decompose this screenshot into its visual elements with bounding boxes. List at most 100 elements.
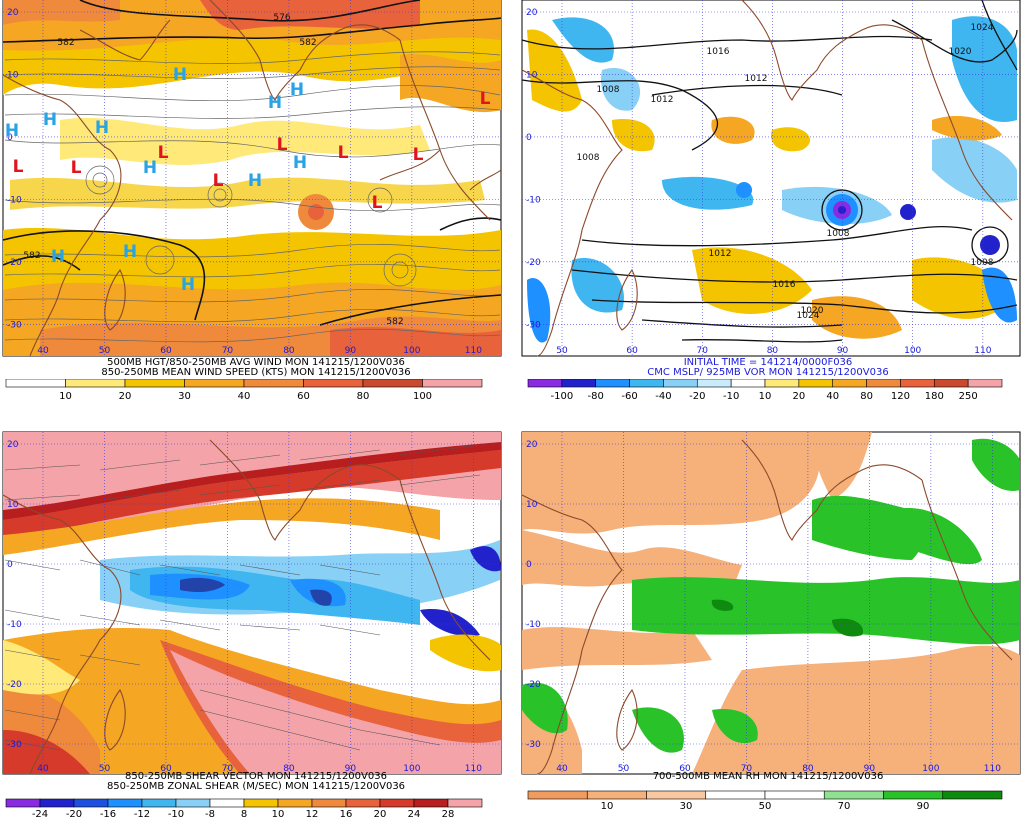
- longitude-label: 90: [345, 346, 357, 356]
- colorbar-label: -12: [134, 809, 150, 819]
- vorticity-colorbar: -100 -80 -60 -40 -20 -10 10 20 40 80 120 180 250: [527, 379, 1003, 402]
- colorbar-swatch: [447, 798, 483, 808]
- latitude-label: -30: [7, 320, 22, 330]
- colorbar-swatch: [124, 379, 185, 388]
- longitude-label: 40: [37, 764, 49, 774]
- colorbar-swatch: [422, 379, 483, 388]
- longitude-label: 90: [345, 764, 357, 774]
- longitude-label: 40: [556, 764, 568, 774]
- wind-panel-caption-2: 850-250MB MEAN WIND SPEED (KTS) MON 1412…: [101, 367, 411, 378]
- latitude-label: 0: [526, 560, 532, 570]
- isobar-label: 1024: [797, 311, 820, 321]
- rh-panel-caption-1: 700-500MB MEAN RH MON 141215/1200V036: [652, 771, 884, 782]
- colorbar-label: 12: [306, 809, 319, 819]
- latitude-label: 10: [7, 500, 19, 510]
- isobar-label: 1012: [651, 95, 674, 105]
- colorbar-swatch: [705, 790, 766, 800]
- colorbar-swatch: [413, 798, 449, 808]
- colorbar-label: 80: [357, 391, 370, 402]
- isobar-label: 1012: [745, 74, 768, 84]
- longitude-label: 50: [618, 764, 630, 774]
- colorbar-label: 20: [374, 809, 387, 819]
- isobar-label: 1008: [971, 258, 994, 268]
- longitude-label: 50: [99, 346, 111, 356]
- latitude-label: 20: [526, 8, 538, 18]
- colorbar-label: 30: [178, 391, 191, 402]
- latitude-label: -30: [7, 740, 22, 750]
- longitude-label: 70: [741, 764, 753, 774]
- colorbar-label: 40: [826, 391, 839, 402]
- colorbar-swatch: [823, 790, 884, 800]
- shear-panel-caption-1: 850-250MB SHEAR VECTOR MON 141215/1200V0…: [125, 771, 387, 782]
- longitude-label: 80: [802, 764, 814, 774]
- isobar-label: 1020: [801, 306, 824, 316]
- contour-label: 576: [273, 13, 290, 23]
- colorbar-swatch: [629, 379, 664, 388]
- isobar-label: 1012: [709, 249, 732, 259]
- high-pressure-marker: H: [143, 158, 157, 178]
- colorbar-swatch: [696, 379, 732, 388]
- colorbar-label: -20: [66, 809, 82, 819]
- latitude-label: 10: [526, 500, 538, 510]
- colorbar-swatch: [595, 379, 630, 388]
- colorbar-label: 30: [680, 801, 693, 812]
- latitude-label: 20: [7, 440, 19, 450]
- low-pressure-marker: L: [71, 158, 82, 178]
- colorbar-swatch: [73, 798, 109, 808]
- colorbar-label: 28: [442, 809, 455, 819]
- longitude-label: 70: [222, 764, 234, 774]
- longitude-label: 110: [984, 764, 1001, 774]
- contour-label: 582: [57, 38, 74, 48]
- colorbar-label: 20: [119, 391, 132, 402]
- colorbar-label: 10: [601, 801, 614, 812]
- colorbar-swatch: [379, 798, 415, 808]
- colorbar-swatch: [942, 790, 1003, 800]
- colorbar-label: 100: [413, 391, 432, 402]
- colorbar-label: 60: [297, 391, 310, 402]
- colorbar-swatch: [141, 798, 177, 808]
- high-pressure-marker: H: [290, 80, 304, 100]
- longitude-label: 80: [767, 346, 779, 356]
- mslp-panel-caption-2: CMC MSLP/ 925MB VOR MON 141215/1200V036: [647, 367, 889, 378]
- low-pressure-marker: L: [413, 145, 424, 165]
- colorbar-label: 10: [59, 391, 72, 402]
- colorbar-label: -80: [588, 391, 604, 402]
- longitude-label: 110: [465, 764, 482, 774]
- colorbar-swatch: [303, 379, 364, 388]
- longitude-label: 60: [160, 764, 172, 774]
- latitude-label: 10: [7, 70, 19, 80]
- high-pressure-marker: H: [123, 242, 137, 262]
- longitude-label: 100: [403, 764, 420, 774]
- longitude-label: 60: [626, 346, 638, 356]
- isobar-label: 1016: [773, 280, 796, 290]
- high-pressure-marker: H: [5, 121, 19, 141]
- colorbar-swatch: [730, 379, 766, 388]
- low-pressure-marker: L: [213, 171, 224, 191]
- longitude-label: 70: [222, 346, 234, 356]
- latitude-label: 0: [7, 133, 13, 143]
- longitude-label: 100: [922, 764, 939, 774]
- longitude-label: 80: [283, 346, 295, 356]
- longitude-label: 50: [99, 764, 111, 774]
- colorbar-swatch: [209, 798, 245, 808]
- high-pressure-marker: H: [293, 153, 307, 173]
- colorbar-swatch: [646, 790, 707, 800]
- wind-speed-colorbar: 10 20 30 40 60 80 100: [5, 379, 483, 402]
- low-pressure-marker: L: [480, 89, 491, 109]
- colorbar-label: 10: [272, 809, 285, 819]
- latitude-label: -20: [7, 680, 22, 690]
- isobar-label: 1008: [597, 85, 620, 95]
- longitude-label: 60: [160, 346, 172, 356]
- colorbar-swatch: [883, 790, 944, 800]
- colorbar-label: 10: [759, 391, 772, 402]
- mslp-vorticity-map: 1016 1012 1024 1020 1012 1008 1008 1008 …: [521, 0, 1021, 357]
- colorbar-label: 80: [860, 391, 873, 402]
- low-pressure-marker: L: [13, 157, 24, 177]
- isobar-label: 1008: [577, 153, 600, 163]
- colorbar-label: -16: [100, 809, 116, 819]
- colorbar-swatch: [764, 790, 825, 800]
- colorbar-label: 250: [959, 391, 978, 402]
- latitude-label: 20: [7, 8, 19, 18]
